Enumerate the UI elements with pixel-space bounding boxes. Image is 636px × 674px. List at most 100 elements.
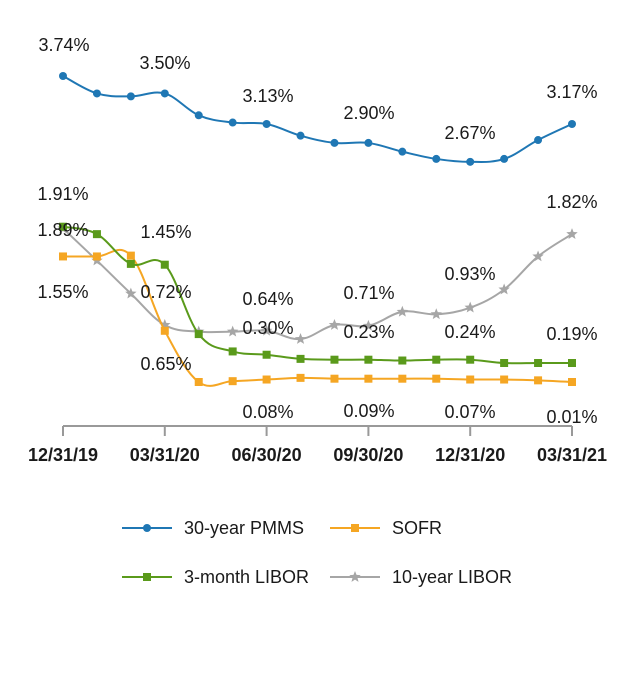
3-month-libor-point-0 <box>59 222 67 231</box>
data-label-30-year-pmms-9: 2.90% <box>343 103 394 123</box>
data-label-30-year-pmms-0: 3.74% <box>38 35 89 55</box>
x-tick-label-1: 03/31/20 <box>130 445 200 465</box>
3-month-libor-point-7 <box>296 354 305 363</box>
3-month-libor-point-14 <box>534 359 543 368</box>
x-tick-label-5: 03/31/21 <box>537 445 607 465</box>
data-label-10-year-libor-0: 1.89% <box>37 220 88 240</box>
sofr-point-2 <box>126 251 135 260</box>
30-year-pmms-point-0 <box>59 72 67 80</box>
series-layer <box>57 72 578 387</box>
10-year-libor-series <box>57 222 578 344</box>
data-label-3-month-libor-6: 0.30% <box>242 318 293 338</box>
30-year-pmms-point-7 <box>296 131 305 140</box>
sofr-point-9 <box>364 374 373 383</box>
data-label-10-year-libor-9: 0.71% <box>343 283 394 303</box>
sofr-point-15 <box>568 378 576 386</box>
30-year-pmms-point-2 <box>126 92 135 101</box>
3-month-libor-point-3 <box>160 260 169 269</box>
30-year-pmms-point-4 <box>194 111 203 120</box>
data-label-3-month-libor-0: 1.91% <box>37 184 88 204</box>
3-month-libor-point-2 <box>126 259 135 268</box>
data-label-10-year-libor-3: 0.72% <box>140 282 191 302</box>
30-year-pmms-point-9 <box>364 138 373 147</box>
legend-marker-30-year-pmms <box>143 524 151 532</box>
10-year-libor-point-15 <box>566 228 578 239</box>
legend-marker-10-year-libor <box>349 571 361 582</box>
data-label-sofr-9: 0.09% <box>343 401 394 421</box>
30-year-pmms-point-12 <box>466 157 475 166</box>
10-year-libor-point-2 <box>125 287 137 299</box>
3-month-libor-point-12 <box>466 355 475 364</box>
3-month-libor-point-8 <box>330 355 339 364</box>
sofr-point-13 <box>500 375 509 384</box>
data-label-30-year-pmms-15: 3.17% <box>546 82 597 102</box>
30-year-pmms-point-11 <box>432 154 441 163</box>
30-year-pmms-point-13 <box>500 154 509 163</box>
sofr-point-7 <box>296 373 305 382</box>
10-year-libor-point-10 <box>396 305 409 317</box>
legend-item-30-year-pmms: 30-year PMMS <box>122 518 304 538</box>
data-label-10-year-libor-15: 1.82% <box>546 192 597 212</box>
legend-marker-sofr <box>351 524 359 532</box>
sofr-point-14 <box>534 376 543 385</box>
legend-marker-3-month-libor <box>143 573 151 581</box>
30-year-pmms-line <box>62 75 573 163</box>
10-year-libor-point-7 <box>294 333 307 344</box>
3-month-libor-point-6 <box>262 350 271 359</box>
legend-item-3-month-libor: 3-month LIBOR <box>122 567 309 587</box>
10-year-libor-point-14 <box>532 250 544 262</box>
legend-label-30-year-pmms: 30-year PMMS <box>184 518 304 538</box>
x-tick-label-4: 12/31/20 <box>435 445 505 465</box>
x-tick-label-3: 09/30/20 <box>333 445 403 465</box>
sofr-point-6 <box>262 375 271 384</box>
3-month-libor-point-9 <box>364 355 373 364</box>
data-labels: 3.74% 3.50% 3.13% 2.90% 2.67% 3.17% 1.91% 1.89%… <box>37 35 597 427</box>
sofr-point-12 <box>466 375 475 384</box>
sofr-line <box>62 248 573 387</box>
data-label-3-month-libor-12: 0.24% <box>444 322 495 342</box>
30-year-pmms-point-5 <box>228 118 237 127</box>
30-year-pmms-point-3 <box>160 89 169 98</box>
30-year-pmms-point-6 <box>262 120 271 129</box>
sofr-point-10 <box>398 374 407 383</box>
x-tick-label-2: 06/30/20 <box>232 445 302 465</box>
legend-label-3-month-libor: 3-month LIBOR <box>184 567 309 587</box>
data-label-sofr-15: 0.01% <box>546 407 597 427</box>
30-year-pmms-point-14 <box>534 136 543 145</box>
3-month-libor-point-10 <box>398 356 407 365</box>
x-tick-label-0: 12/31/19 <box>28 445 98 465</box>
10-year-libor-point-5 <box>226 325 239 337</box>
30-year-pmms-point-10 <box>398 147 407 156</box>
30-year-pmms-series <box>59 72 576 166</box>
legend: 30-year PMMS SOFR 3-month LIBOR 10-year LIB… <box>122 518 512 587</box>
data-label-3-month-libor-9: 0.23% <box>343 322 394 342</box>
10-year-libor-point-13 <box>498 283 510 295</box>
data-label-10-year-libor-12: 0.93% <box>444 264 495 284</box>
sofr-point-3 <box>160 326 169 335</box>
data-label-sofr-0: 1.55% <box>37 282 88 302</box>
3-month-libor-point-13 <box>500 359 509 368</box>
3-month-libor-point-5 <box>228 347 237 356</box>
data-label-sofr-3: 0.65% <box>140 354 191 374</box>
3-month-libor-line <box>62 225 572 365</box>
sofr-point-8 <box>330 374 339 383</box>
3-month-libor-point-11 <box>432 355 441 364</box>
10-year-libor-point-9 <box>362 319 375 331</box>
3-month-libor-point-1 <box>92 230 101 239</box>
data-label-sofr-6: 0.08% <box>242 402 293 422</box>
3-month-libor-series <box>59 222 576 368</box>
sofr-series <box>59 248 576 387</box>
sofr-point-0 <box>59 252 67 261</box>
data-label-30-year-pmms-12: 2.67% <box>444 123 495 143</box>
legend-label-10-year-libor: 10-year LIBOR <box>392 567 512 587</box>
legend-label-sofr: SOFR <box>392 518 442 538</box>
10-year-libor-point-8 <box>328 319 341 330</box>
data-label-30-year-pmms-6: 3.13% <box>242 86 293 106</box>
data-label-3-month-libor-15: 0.19% <box>546 324 597 344</box>
3-month-libor-point-15 <box>568 359 576 368</box>
data-label-30-year-pmms-3: 3.50% <box>139 53 190 73</box>
30-year-pmms-point-8 <box>330 138 339 147</box>
data-label-3-month-libor-3: 1.45% <box>140 222 191 242</box>
sofr-point-4 <box>194 378 203 386</box>
